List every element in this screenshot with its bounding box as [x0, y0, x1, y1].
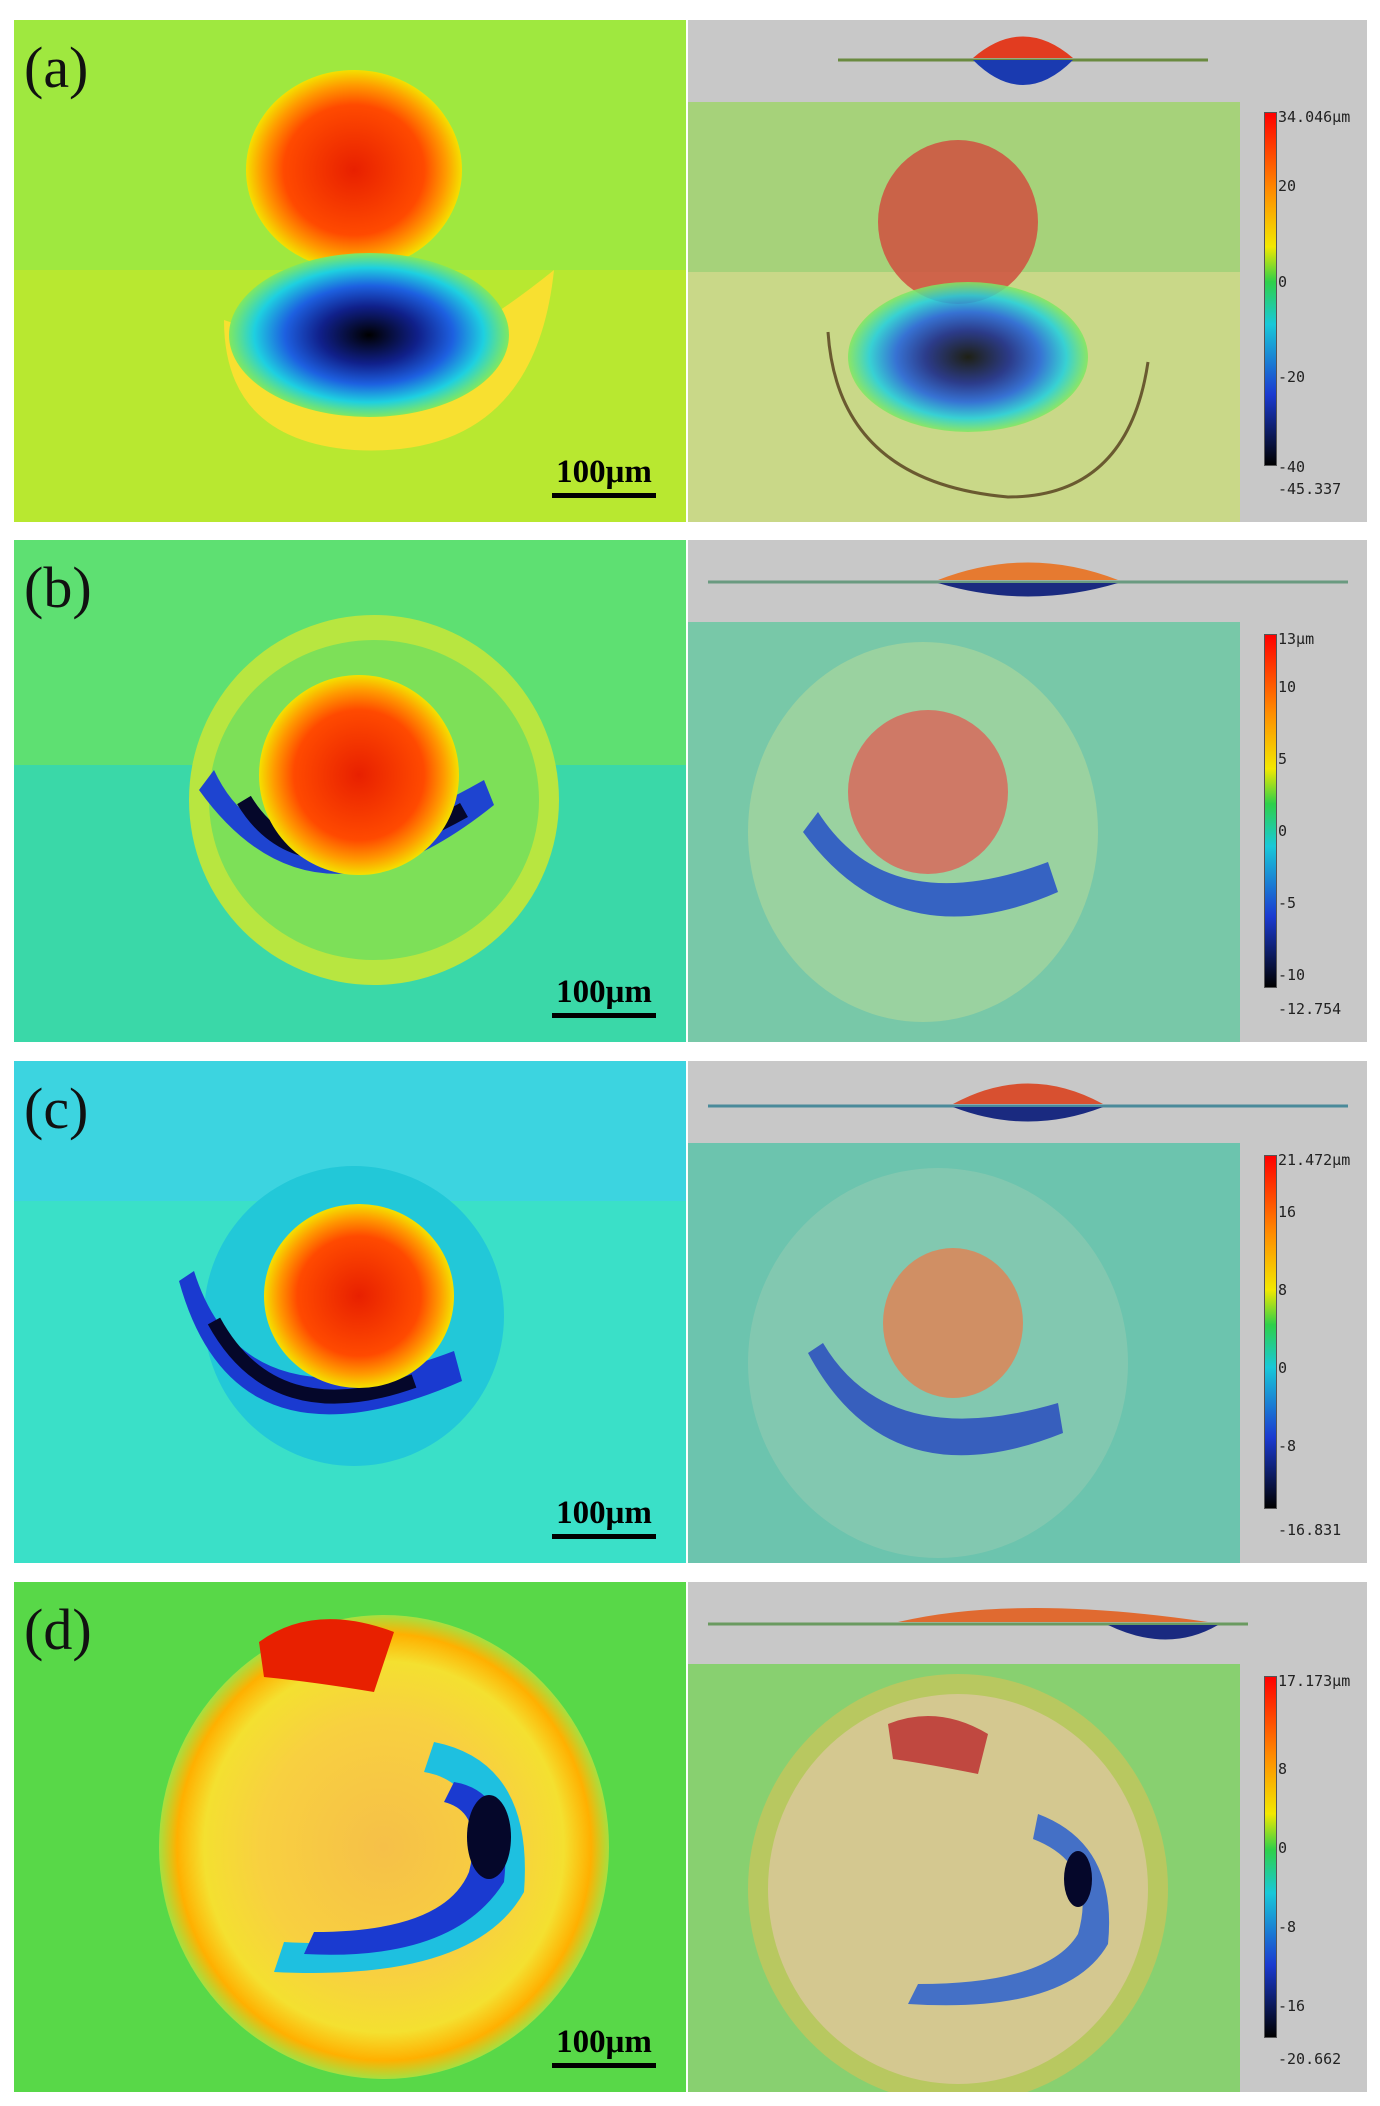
colorbar-tick: 0	[1278, 822, 1288, 840]
scale-bar-line	[552, 493, 656, 498]
dome-b	[259, 675, 459, 875]
side-profile-c	[708, 1083, 1348, 1122]
surface-b	[688, 622, 1240, 1042]
scale-bar-line	[552, 1534, 656, 1539]
colorbar-tick: -5	[1278, 894, 1297, 912]
dome-d	[259, 1619, 394, 1692]
3d-view-c: 21.472μm 16 8 0 -8 -16.831	[688, 1061, 1367, 1563]
height-map-c-image	[14, 1061, 686, 1563]
panel-c: (c) 100μm 21.472μm 16 8 0 -8 -16	[14, 1061, 1367, 1563]
panel-d: (d) 100μm 17.173μm 8 0 -8	[14, 1582, 1367, 2092]
colorbar-gradient	[1264, 634, 1277, 988]
height-map-d-image	[14, 1582, 686, 2092]
colorbar-max: 17.173μm	[1278, 1672, 1351, 1690]
height-map-d: (d) 100μm	[14, 1582, 686, 2092]
scale-label: 100μm	[556, 454, 652, 490]
scale-bar: 100μm	[552, 976, 656, 1018]
colorbar-gradient	[1264, 112, 1277, 466]
panel-label: (b)	[24, 555, 92, 620]
panel-label: (c)	[24, 1076, 89, 1141]
side-profile-b	[708, 562, 1348, 597]
colorbar-tick: -8	[1278, 1918, 1297, 1936]
colorbar-tick: 10	[1278, 678, 1297, 696]
3d-view-d: 17.173μm 8 0 -8 -16 -20.662	[688, 1582, 1367, 2092]
scale-label: 100μm	[556, 974, 652, 1010]
scale-bar-line	[552, 2063, 656, 2068]
side-profile-a	[838, 36, 1208, 85]
surface-a	[688, 102, 1240, 522]
side-profile-d	[708, 1608, 1248, 1640]
colorbar-max: 13μm	[1278, 630, 1315, 648]
colorbar-tick: -40	[1278, 458, 1306, 476]
colorbar-c: 21.472μm 16 8 0 -8 -16.831	[1242, 1143, 1367, 1563]
colorbar-tick: -20	[1278, 368, 1306, 386]
colorbar-tick: 0	[1278, 1839, 1288, 1857]
colorbar-tick: -8	[1278, 1437, 1297, 1455]
scale-label: 100μm	[556, 1495, 652, 1531]
height-map-b: (b) 100μm	[14, 540, 686, 1042]
colorbar-min: -20.662	[1278, 2050, 1342, 2068]
colorbar-max: 34.046μm	[1278, 108, 1351, 126]
3d-view-b: 13μm 10 5 0 -5 -10 -12.754	[688, 540, 1367, 1042]
colorbar-gradient	[1264, 1676, 1277, 2038]
crater-a	[229, 253, 509, 417]
3d-view-a: 34.046μm 20 0 -20 -40 -45.337	[688, 20, 1367, 522]
height-map-a-image	[14, 20, 686, 522]
colorbar-tick: 8	[1278, 1760, 1288, 1778]
colorbar-tick: 8	[1278, 1281, 1288, 1299]
surface-c	[688, 1143, 1240, 1563]
colorbar-tick: 0	[1278, 273, 1288, 291]
height-map-c: (c) 100μm	[14, 1061, 686, 1563]
scale-bar: 100μm	[552, 1497, 656, 1539]
scale-bar: 100μm	[552, 2026, 656, 2068]
colorbar-tick: 16	[1278, 1203, 1297, 1221]
colorbar-tick: 5	[1278, 750, 1288, 768]
colorbar-tick: -16	[1278, 1997, 1306, 2015]
colorbar-tick: 0	[1278, 1359, 1288, 1377]
colorbar-b: 13μm 10 5 0 -5 -10 -12.754	[1242, 622, 1367, 1042]
colorbar-gradient	[1264, 1155, 1277, 1509]
scale-bar: 100μm	[552, 456, 656, 498]
crater-d	[304, 1782, 506, 1955]
colorbar-tick: 20	[1278, 177, 1297, 195]
colorbar-min: -45.337	[1278, 480, 1342, 498]
colorbar-d: 17.173μm 8 0 -8 -16 -20.662	[1242, 1664, 1367, 2092]
height-map-b-image	[14, 540, 686, 1042]
colorbar-min: -16.831	[1278, 1521, 1342, 1539]
colorbar-a: 34.046μm 20 0 -20 -40 -45.337	[1242, 102, 1367, 522]
panel-label: (d)	[24, 1597, 92, 1662]
dome-a	[246, 70, 462, 270]
panel-a: (a) 100μm 34.046μm 20 0 -20 -	[14, 20, 1367, 522]
scale-bar-line	[552, 1013, 656, 1018]
height-map-a: (a) 100μm	[14, 20, 686, 522]
surface-d	[688, 1664, 1240, 2092]
dome-c	[264, 1204, 454, 1388]
panel-b: (b) 100μm 13μm 10 5 0 -5 -10	[14, 540, 1367, 1042]
scale-label: 100μm	[556, 2024, 652, 2060]
colorbar-min: -12.754	[1278, 1000, 1342, 1018]
colorbar-tick: -10	[1278, 966, 1306, 984]
panel-label: (a)	[24, 35, 89, 100]
colorbar-max: 21.472μm	[1278, 1151, 1351, 1169]
